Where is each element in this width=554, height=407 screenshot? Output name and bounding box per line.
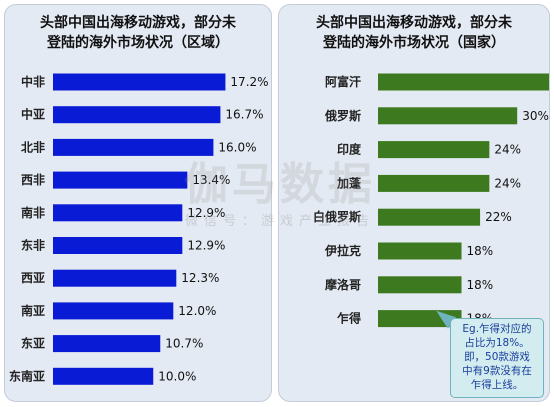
country-category-label: 加蓬: [336, 175, 362, 190]
right-chart-title-line-1: 头部中国出海移动游戏，部分未: [316, 15, 512, 31]
country-category-label: 乍得: [337, 311, 361, 326]
country-value-label: 18%: [467, 278, 494, 292]
region-value-label: 10.7%: [165, 337, 203, 351]
country-category-label: 阿富汗: [325, 74, 361, 89]
annotation-callout: Eg.乍得对应的 占比为18%。 即，50款游戏 中有9款没有在 乍得上线。: [450, 318, 544, 398]
right-chart-title: 头部中国出海移动游戏，部分未 登陆的海外市场状况（国家）: [279, 13, 549, 53]
region-category-label: 南非: [21, 205, 45, 220]
country-category-label: 俄罗斯: [324, 108, 361, 123]
country-bar: [378, 276, 462, 294]
region-category-label: 西非: [21, 172, 45, 187]
region-category-label: 东南亚: [9, 368, 45, 383]
region-category-label: 中亚: [21, 107, 45, 122]
annotation-line-3: 即，50款游戏: [464, 351, 530, 363]
country-category-label: 印度: [337, 142, 362, 157]
country-bar: [378, 208, 481, 226]
annotation-line-2: 占比为18%。: [464, 337, 530, 349]
country-bar: [378, 174, 490, 192]
region-value-label: 10.0%: [158, 369, 196, 383]
region-category-label: 北非: [21, 139, 45, 154]
region-bar: [53, 171, 188, 189]
region-value-label: 12.0%: [178, 304, 216, 318]
region-category-label: 中非: [21, 74, 45, 89]
annotation-line-4: 中有9款没有在: [462, 365, 532, 377]
region-bar: [53, 237, 183, 254]
region-value-label: 16.7%: [225, 108, 263, 122]
country-value-label: 18%: [467, 244, 494, 258]
country-category-label: 白俄罗斯: [313, 209, 361, 224]
country-category-label: 摩洛哥: [325, 277, 361, 292]
region-value-label: 13.4%: [192, 173, 230, 187]
country-value-label: 30%: [522, 109, 549, 123]
region-bar: [53, 302, 174, 320]
left-chart-title-line-1: 头部中国出海移动游戏，部分未: [40, 15, 236, 31]
country-bar: [378, 73, 549, 91]
right-chart-title-line-2: 登陆的海外市场状况（国家）: [323, 35, 505, 51]
region-category-label: 西亚: [21, 271, 45, 285]
region-bar: [53, 335, 161, 353]
left-chart-title-line-2: 登陆的海外市场状况（区域）: [47, 35, 229, 51]
right-bar-chart: 阿富汗50%俄罗斯30%印度24%加蓬24%白俄罗斯22%伊拉克18%摩洛哥18…: [313, 73, 549, 328]
region-bar: [53, 138, 214, 156]
country-value-label: 24%: [494, 176, 521, 190]
region-bar: [53, 204, 183, 222]
region-bar: [53, 269, 177, 287]
region-category-label: 南亚: [21, 303, 45, 318]
region-value-label: 12.3%: [181, 271, 219, 285]
annotation-line-1: Eg.乍得对应的: [462, 323, 532, 335]
country-value-label: 22%: [485, 210, 512, 224]
country-value-label: 24%: [494, 143, 521, 157]
region-bar: [53, 367, 154, 385]
left-chart-title: 头部中国出海移动游戏，部分未 登陆的海外市场状况（区域）: [5, 13, 271, 53]
country-bar: [378, 310, 462, 328]
country-bar: [378, 242, 462, 260]
country-category-label: 伊拉克: [324, 243, 361, 258]
region-bar: [53, 73, 226, 91]
region-value-label: 17.2%: [230, 75, 268, 89]
region-category-label: 东非: [21, 238, 45, 253]
region-category-label: 东亚: [21, 336, 45, 351]
country-bar: [378, 107, 518, 125]
left-chart-panel: 头部中国出海移动游戏，部分未 登陆的海外市场状况（区域） 中非 17.2% 中亚 16…: [4, 4, 272, 402]
country-bar: [378, 141, 490, 159]
region-bar: [53, 106, 221, 124]
region-value-label: 16.0%: [218, 140, 256, 154]
region-value-label: 12.9%: [187, 239, 225, 253]
annotation-line-5: 乍得上线。: [470, 379, 524, 391]
left-bar-chart: 中非 17.2% 中亚 16.7% 北非 16.0% 西非 13.4% 南非 12.9% 东非 12.…: [9, 73, 269, 385]
region-value-label: 12.9%: [187, 206, 225, 220]
